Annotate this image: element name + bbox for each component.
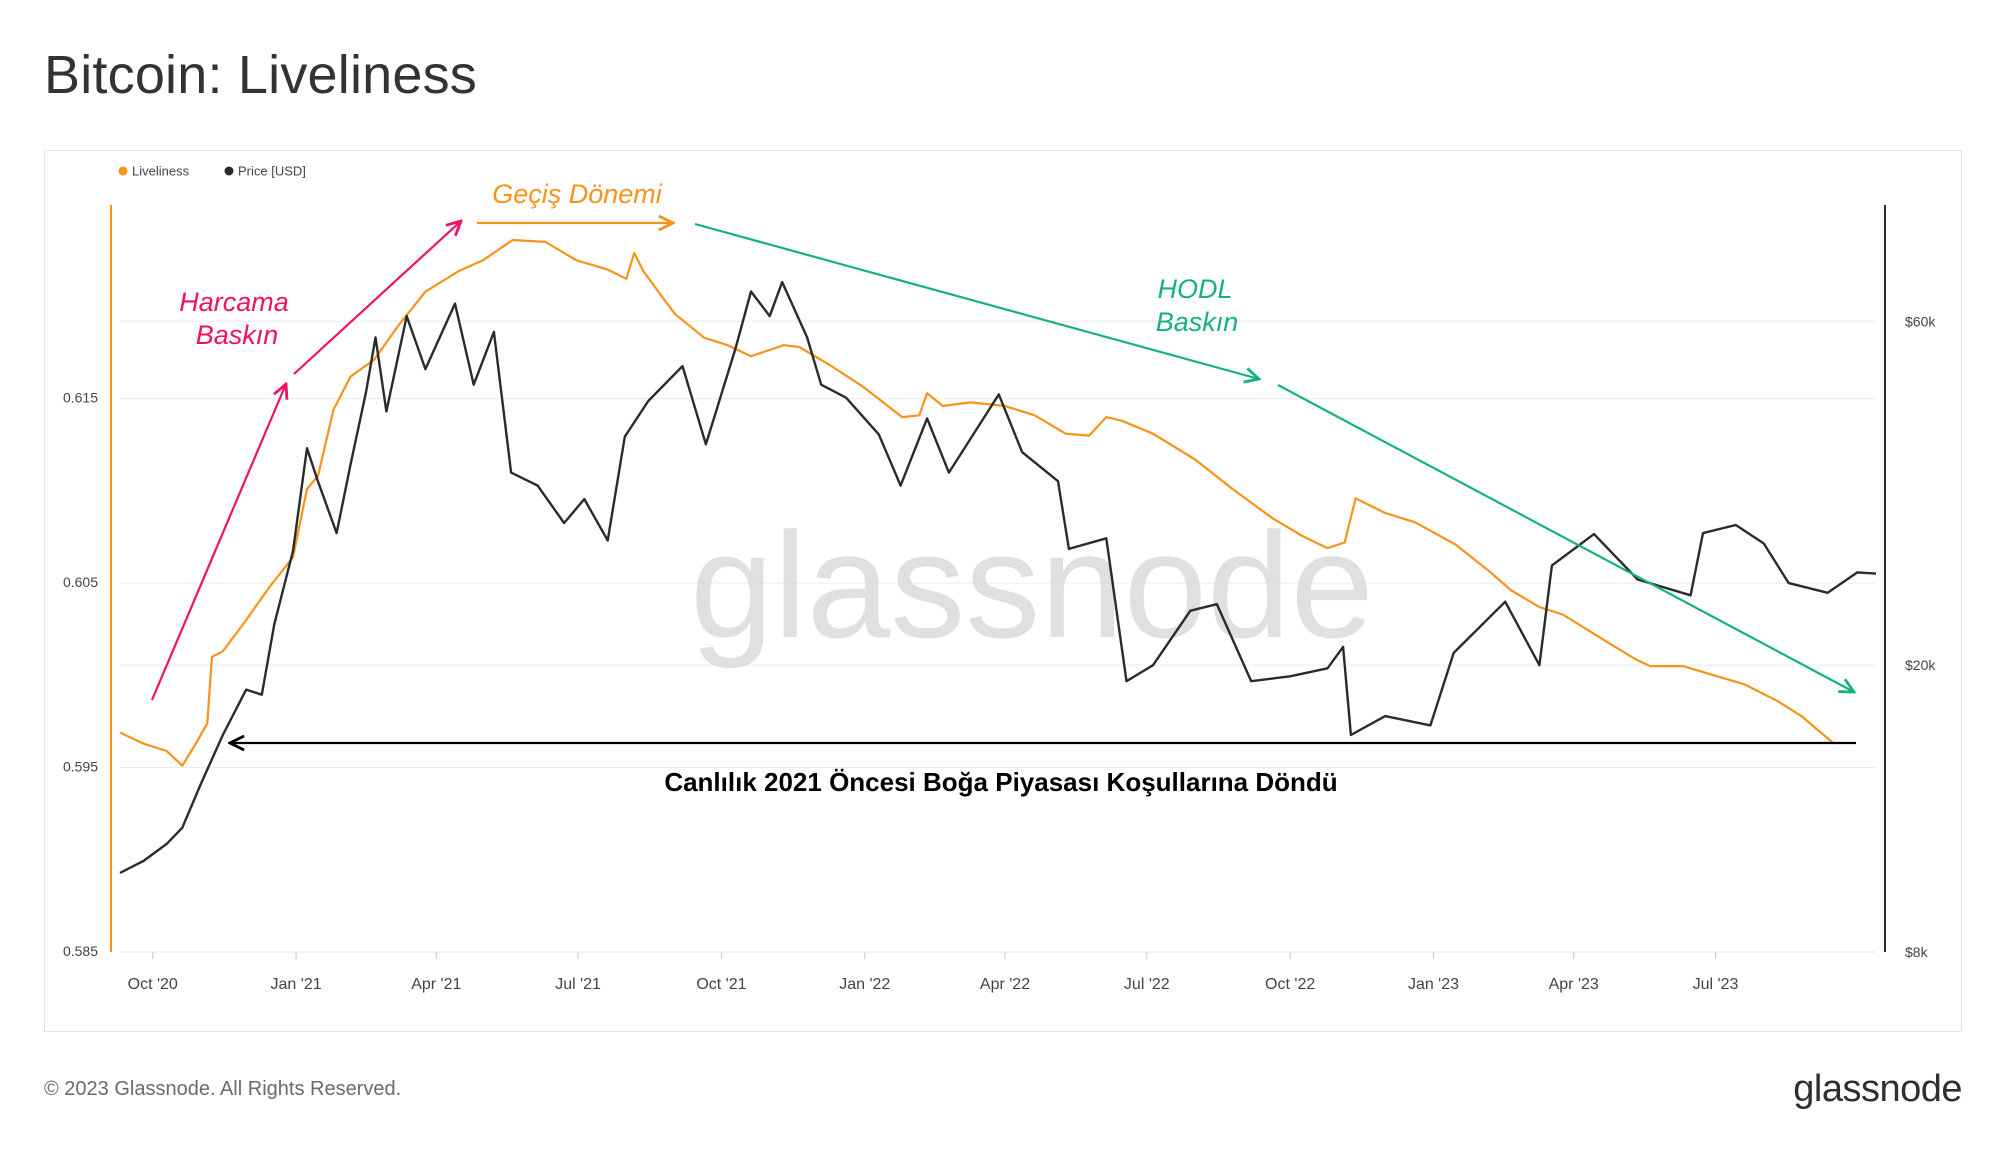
x-tick-label: Oct '21 bbox=[696, 976, 746, 993]
x-tick-label: Jan '22 bbox=[839, 976, 890, 993]
left-axis-ticks: 0.615 0.605 0.595 0.585 bbox=[63, 390, 98, 959]
legend-liveliness-dot bbox=[118, 166, 128, 176]
watermark: glassnode bbox=[690, 501, 1374, 669]
legend-liveliness-label: Liveliness bbox=[132, 164, 190, 179]
x-axis-ticks: Oct '20 Jan '21 Apr '21 Jul '21 Oct '21 Jan '… bbox=[128, 952, 1739, 993]
x-tick-label: Jul '23 bbox=[1693, 976, 1739, 993]
hodl-label-line2: Baskın bbox=[1156, 307, 1239, 337]
page-title: Bitcoin: Liveliness bbox=[44, 45, 478, 105]
x-tick-label: Jul '22 bbox=[1124, 976, 1170, 993]
x-tick-label: Oct '20 bbox=[128, 976, 178, 993]
left-tick-label: 0.615 bbox=[63, 390, 98, 406]
pre-2021-annotation: Canlılık 2021 Öncesi Boğa Piyasası Koşul… bbox=[230, 743, 1856, 797]
x-tick-label: Apr '22 bbox=[980, 976, 1030, 993]
hodl-arrow-1 bbox=[694, 222, 1259, 379]
x-tick-label: Apr '23 bbox=[1549, 976, 1599, 993]
hodl-arrow-2 bbox=[1277, 384, 1854, 692]
right-axis-ticks: $60k $20k $8k bbox=[1905, 313, 1936, 960]
liveliness-series-line bbox=[119, 238, 1835, 767]
left-tick-label: 0.585 bbox=[63, 943, 98, 959]
chart-frame bbox=[44, 150, 1962, 1032]
legend: Liveliness Price [USD] bbox=[118, 164, 306, 179]
hodl-label-line1: HODL bbox=[1157, 274, 1232, 304]
left-tick-label: 0.605 bbox=[63, 574, 98, 590]
pre-2021-label: Canlılık 2021 Öncesi Boğa Piyasası Koşul… bbox=[664, 767, 1337, 797]
right-tick-label: $60k bbox=[1905, 313, 1936, 329]
spending-label-line2: Baskın bbox=[196, 320, 279, 350]
x-tick-label: Apr '21 bbox=[411, 976, 461, 993]
legend-price-label: Price [USD] bbox=[238, 164, 306, 179]
x-tick-label: Jul '21 bbox=[555, 976, 601, 993]
left-tick-label: 0.595 bbox=[63, 759, 98, 775]
right-tick-label: $8k bbox=[1905, 944, 1929, 960]
price-series-line bbox=[119, 280, 1877, 874]
glassnode-logo: glassnode bbox=[1793, 1068, 1962, 1110]
hodl-dominance-annotation: HODL Baskın bbox=[694, 222, 1854, 692]
spending-label-line1: Harcama bbox=[179, 287, 289, 317]
x-tick-label: Jan '23 bbox=[1408, 976, 1459, 993]
copyright-text: © 2023 Glassnode. All Rights Reserved. bbox=[44, 1078, 402, 1100]
spending-dominance-annotation: Harcama Baskın bbox=[150, 221, 461, 701]
x-tick-label: Oct '22 bbox=[1265, 976, 1315, 993]
transition-annotation: Geçiş Dönemi bbox=[477, 179, 673, 223]
spending-arrow-2 bbox=[293, 221, 461, 375]
spending-arrow-1 bbox=[150, 384, 286, 701]
right-tick-label: $20k bbox=[1905, 657, 1936, 673]
legend-price-dot bbox=[224, 166, 234, 176]
transition-label: Geçiş Dönemi bbox=[492, 179, 663, 209]
x-tick-label: Jan '21 bbox=[271, 976, 322, 993]
